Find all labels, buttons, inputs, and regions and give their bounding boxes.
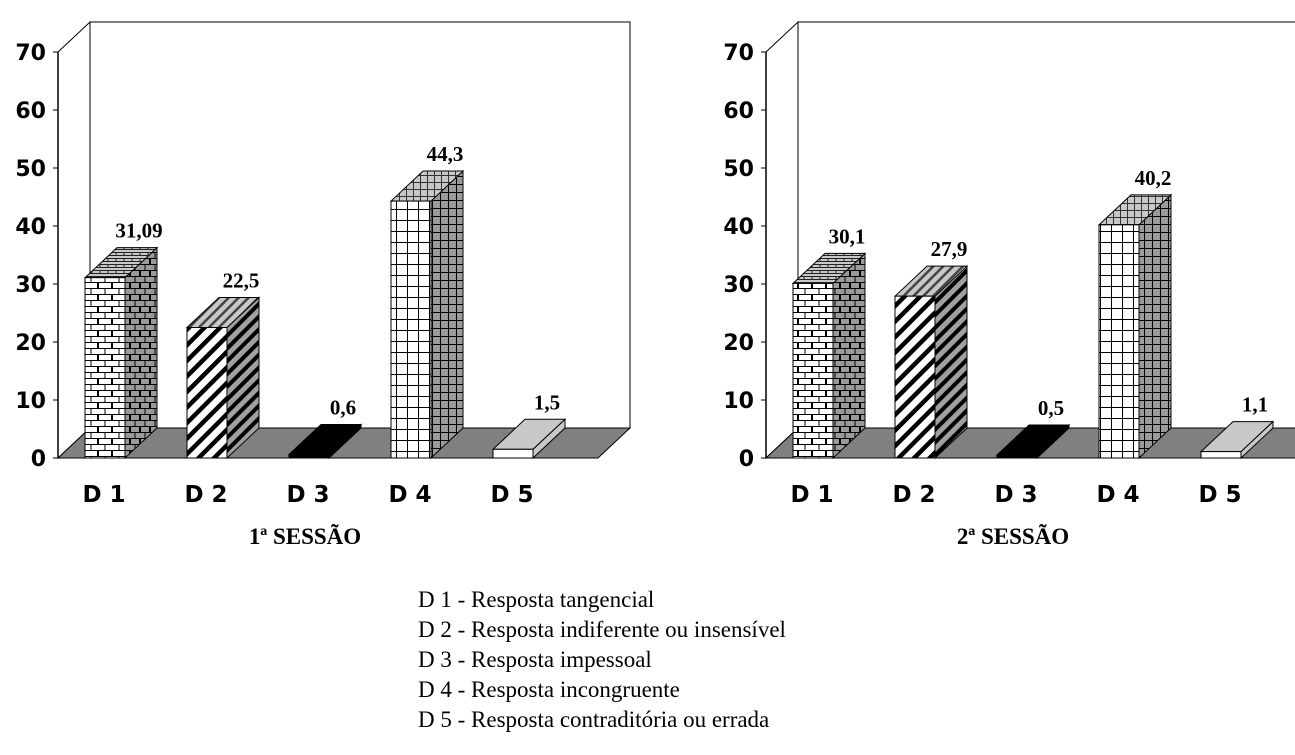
x-tick-label: D 5: [490, 482, 533, 508]
bar-5: [1199, 420, 1275, 460]
data-label: 1,1: [1242, 393, 1268, 417]
bar-3: [287, 423, 363, 460]
y-tick-label: 30: [723, 273, 754, 298]
data-label: 44,3: [427, 142, 464, 166]
bar-side-face: [124, 246, 158, 460]
bar-4: [1097, 193, 1173, 460]
bar-front-face: [1098, 224, 1140, 459]
chart-2a-sessao: 0 10 20 30 40 50 60 70 30,1 27,9 0,5 40,2 1,1 D 1 D 2 D…: [723, 20, 1295, 549]
data-label: 0,6: [330, 396, 356, 420]
data-label: 0,5: [1038, 396, 1064, 420]
y-tick-label: 10: [15, 389, 46, 414]
bar-2: [185, 296, 261, 460]
bar-front-face: [1200, 451, 1242, 459]
legend: D 1 - Resposta tangencial D 2 - Resposta…: [418, 585, 786, 735]
legend-item-d2: D 2 - Resposta indiferente ou insensível: [418, 617, 786, 642]
bar-front-face: [894, 295, 936, 459]
x-tick-label: D 4: [388, 482, 431, 508]
bar-front-face: [390, 200, 432, 459]
x-axis-title: 1ª SESSÃO: [249, 524, 361, 549]
bar-side-face: [934, 265, 968, 460]
charts-area: 0 10 20 30 40 50 60 70 31,09 22,5 0,6 44,3 1,5 D 1 D 2…: [15, 20, 1295, 549]
x-tick-label: D 1: [82, 482, 125, 508]
bar-front-face: [996, 454, 1038, 459]
chart-1a-sessao: 0 10 20 30 40 50 60 70 31,09 22,5 0,6 44,3 1,5 D 1 D 2…: [15, 20, 632, 549]
data-label: 31,09: [115, 219, 162, 243]
y-tick-label: 40: [723, 215, 754, 240]
x-tick-label: D 3: [286, 482, 329, 508]
legend-item-d3: D 3 - Resposta impessoal: [418, 647, 652, 672]
data-label: 27,9: [931, 237, 968, 261]
back-wall: [89, 21, 631, 429]
legend-item-d4: D 4 - Resposta incongruente: [418, 677, 680, 702]
y-tick-label: 20: [15, 331, 46, 356]
data-label: 40,2: [1135, 166, 1172, 190]
y-tick-label: 10: [723, 389, 754, 414]
bar-side-face: [430, 169, 464, 460]
back-wall: [797, 21, 1295, 429]
legend-item-d5: D 5 - Resposta contraditória ou errada: [418, 707, 770, 732]
bar-3: [995, 423, 1071, 460]
x-tick-label: D 4: [1096, 482, 1139, 508]
data-label: 22,5: [223, 269, 260, 293]
bar-front-face: [288, 454, 330, 459]
y-tick-label: 50: [723, 157, 754, 182]
x-tick-label: D 5: [1198, 482, 1241, 508]
data-label: 30,1: [829, 224, 866, 248]
y-tick-label: 30: [15, 273, 46, 298]
bar-4: [389, 169, 465, 460]
x-tick-label: D 3: [994, 482, 1037, 508]
x-tick-label: D 1: [790, 482, 833, 508]
bar-side-face: [832, 252, 866, 460]
bar-front-face: [84, 277, 126, 459]
y-tick-label: 70: [723, 41, 754, 66]
y-tick-label: 50: [15, 157, 46, 182]
bar-1: [791, 252, 867, 460]
bar-2: [893, 265, 969, 460]
y-tick-label: 60: [723, 99, 754, 124]
bar-front-face: [792, 282, 834, 459]
data-label: 1,5: [534, 390, 560, 414]
legend-item-d1: D 1 - Resposta tangencial: [418, 587, 655, 612]
x-tick-label: D 2: [892, 482, 935, 508]
bar-5: [491, 418, 567, 460]
x-tick-label: D 2: [184, 482, 227, 508]
y-tick-label: 60: [15, 99, 46, 124]
y-tick-label: 40: [15, 215, 46, 240]
y-tick-label: 0: [31, 447, 46, 472]
y-tick-label: 0: [739, 447, 754, 472]
bar-1: [83, 246, 159, 460]
bar-front-face: [492, 448, 534, 459]
bar-side-face: [1138, 193, 1172, 460]
bar-front-face: [186, 327, 228, 459]
y-tick-label: 70: [15, 41, 46, 66]
y-tick-label: 20: [723, 331, 754, 356]
x-axis-title: 2ª SESSÃO: [957, 524, 1069, 549]
